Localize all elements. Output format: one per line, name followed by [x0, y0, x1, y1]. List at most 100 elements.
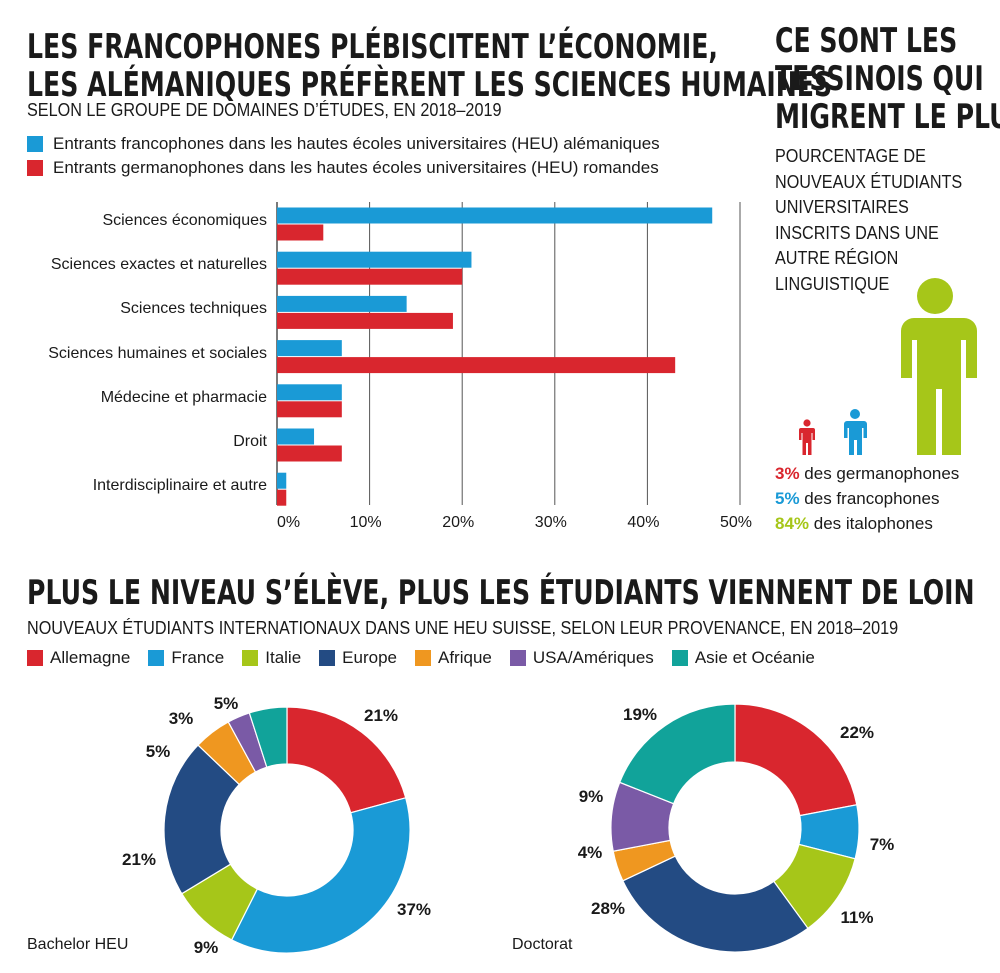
donut-bachelor-label-afrique: 5%	[145, 742, 171, 761]
bar-chart-title-line-2: LES ALÉMANIQUES PRÉFÈRENT LES SCIENCES H…	[27, 65, 833, 106]
bar-chart-title: LES FRANCOPHONES PLÉBISCITENT L’ÉCONOMIE…	[27, 28, 832, 104]
side-subtitle-line-1: POURCENTAGE DE	[775, 146, 926, 166]
donut-doctorat-label-asie-et-oceanie: 19%	[622, 705, 658, 724]
x-tick-label-5: 50%	[720, 514, 753, 531]
side-subtitle: POURCENTAGE DE NOUVEAUX ÉTUDIANTS UNIVER…	[775, 144, 962, 297]
side-subtitle-line-6: LINGUISTIQUE	[775, 273, 890, 294]
x-tick-label-4: 40%	[627, 514, 660, 531]
x-tick-label-3: 30%	[534, 514, 567, 531]
donut-bachelor-label-asie-et-oceanie: 5%	[213, 694, 239, 713]
donut-bachelor-slice-asie-et-oceanie	[248, 706, 288, 768]
legend-label: Asie et Océanie	[694, 648, 815, 667]
bar-francophones-sciences-exactes-et-naturelles	[277, 251, 472, 268]
donut-doctorat-slice-europe	[622, 855, 809, 953]
donut-doctorat-slice-allemagne	[734, 703, 858, 817]
donut-legend-item-italie: Italie	[242, 648, 301, 668]
donut-bachelor-slice-europe	[163, 744, 241, 895]
legend-swatch	[415, 650, 431, 666]
donut-name-doctorat: Doctorat	[512, 936, 573, 953]
bar-francophones-droit	[277, 428, 315, 445]
stat-francophones: 5% des francophones	[775, 489, 939, 509]
stat-italophones: 84% des italophones	[775, 514, 933, 534]
donut-legend-item-usa-ameriques: USA/Amériques	[509, 648, 654, 668]
donut-bachelor-slice-allemagne	[286, 706, 407, 814]
bar-germanophones-sciences-techniques	[277, 312, 453, 329]
stat-label-francophones: des francophones	[799, 489, 940, 508]
side-title-line-3: MIGRENT LE PLUS	[775, 97, 1000, 138]
bar-germanophones-interdisciplinaire-et-autre	[277, 489, 287, 506]
legend-label: Italie	[265, 648, 302, 667]
bar-francophones-interdisciplinaire-et-autre	[277, 472, 287, 489]
side-subtitle-line-5: AUTRE RÉGION	[775, 248, 899, 268]
donut-section-subtitle: NOUVEAUX ÉTUDIANTS INTERNATIONAUX DANS U…	[27, 618, 899, 638]
legend-label: Europe	[342, 648, 397, 667]
donut-legend-item-allemagne: Allemagne	[27, 648, 130, 668]
side-subtitle-line-3: UNIVERSITAIRES	[775, 197, 909, 217]
donut-legend-item-france: France	[148, 648, 224, 668]
bar-chart	[276, 202, 741, 506]
legend-label: France	[171, 648, 225, 667]
bar-legend-item-germanophones: Entrants germanophones dans les hautes é…	[27, 158, 659, 178]
category-label-interdisciplinaire-et-autre: Interdisciplinaire et autre	[92, 477, 267, 495]
donut-bachelor-label-allemagne: 21%	[363, 706, 399, 725]
bar-germanophones-sciences-humaines-et-sociales	[277, 357, 676, 374]
donut-doctorat-label-afrique: 4%	[577, 843, 603, 862]
side-subtitle-line-2: NOUVEAUX ÉTUDIANTS	[775, 171, 963, 192]
x-tick-label-1: 10%	[349, 514, 382, 531]
donut-legend-item-afrique: Afrique	[415, 648, 492, 668]
person-icon-red	[799, 419, 815, 455]
person-icon-green	[901, 278, 977, 455]
person-icons	[799, 278, 977, 455]
bar-germanophones-droit	[277, 445, 342, 462]
legend-label: Allemagne	[50, 648, 131, 667]
legend-swatch	[148, 650, 165, 666]
stat-value-italophones: 84%	[775, 514, 810, 533]
donut-legend-item-europe: Europe	[319, 648, 397, 668]
bar-chart-title-line-1: LES FRANCOPHONES PLÉBISCITENT L’ÉCONOMIE…	[27, 27, 718, 67]
person-icon-blue	[844, 409, 867, 455]
legend-label: Afrique	[438, 648, 492, 667]
category-label-droit: Droit	[233, 433, 267, 450]
legend-swatch	[319, 650, 336, 666]
bar-francophones-medecine-et-pharmacie	[277, 384, 342, 401]
bar-legend-item-francophones: Entrants francophones dans les hautes éc…	[27, 134, 660, 154]
donut-bachelor-label-europe: 21%	[121, 850, 157, 869]
legend-swatch	[509, 650, 526, 666]
legend-label-francophones: Entrants francophones dans les hautes éc…	[53, 134, 660, 153]
bar-chart-subtitle: SELON LE GROUPE DE DOMAINES D’ÉTUDES, EN…	[27, 100, 502, 120]
category-label-sciences-techniques: Sciences techniques	[120, 300, 267, 318]
legend-swatch-red	[27, 160, 43, 176]
x-tick-label-2: 20%	[442, 514, 475, 531]
donut-bachelor-label-italie: 9%	[193, 938, 219, 957]
stat-label-germanophones: des germanophones	[799, 464, 960, 483]
side-title-line-2: TESSINOIS QUI	[775, 59, 984, 100]
category-label-sciences-economiques: Sciences économiques	[102, 212, 267, 229]
legend-swatch	[27, 650, 43, 666]
legend-swatch	[671, 650, 688, 666]
donut-section-title: PLUS LE NIVEAU S’ÉLÈVE, PLUS LES ÉTUDIAN…	[27, 573, 975, 613]
donut-doctorat-label-allemagne: 22%	[839, 723, 875, 742]
donut-bachelor-label-usa-ameriques: 3%	[168, 709, 194, 728]
donut-legend-item-asie-et-oceanie: Asie et Océanie	[671, 648, 815, 668]
donut-name-bachelor: Bachelor HEU	[27, 936, 129, 953]
bar-germanophones-medecine-et-pharmacie	[277, 401, 342, 418]
stat-label-italophones: des italophones	[809, 514, 933, 533]
donut-doctorat-slice-asie-et-oceanie	[618, 703, 736, 805]
legend-swatch-blue	[27, 136, 43, 152]
x-tick-label-0: 0%	[277, 514, 301, 531]
legend-swatch	[242, 650, 259, 666]
donut-charts	[163, 703, 860, 954]
donut-bachelor-label-france: 37%	[396, 900, 432, 919]
bar-francophones-sciences-economiques	[277, 207, 713, 224]
category-label-sciences-humaines-et-sociales: Sciences humaines et sociales	[48, 344, 267, 362]
donut-legend: Allemagne France Italie Europe Afrique USA/Am…	[27, 648, 833, 668]
legend-label: USA/Amériques	[532, 648, 654, 667]
donut-doctorat-label-usa-ameriques: 9%	[578, 787, 604, 806]
stat-value-germanophones: 3%	[775, 464, 800, 483]
donut-doctorat-label-france: 7%	[869, 835, 895, 854]
donut-bachelor-slice-france	[230, 797, 411, 954]
donut-doctorat-label-europe: 28%	[590, 899, 626, 918]
bar-germanophones-sciences-exactes-et-naturelles	[277, 268, 463, 285]
legend-label-germanophones: Entrants germanophones dans les hautes é…	[53, 158, 659, 177]
bar-francophones-sciences-humaines-et-sociales	[277, 340, 342, 357]
